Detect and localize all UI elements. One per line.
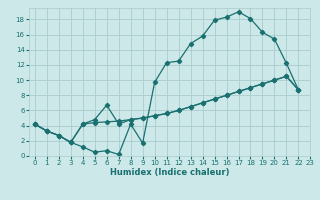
X-axis label: Humidex (Indice chaleur): Humidex (Indice chaleur) bbox=[110, 168, 229, 177]
